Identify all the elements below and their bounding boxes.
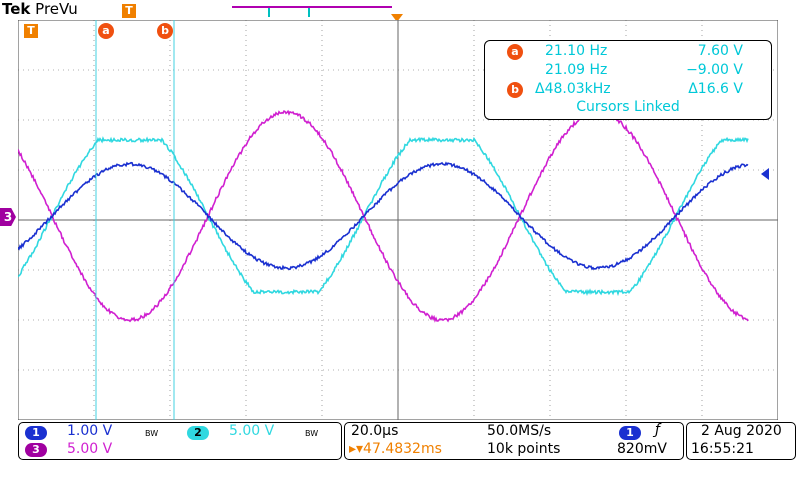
date-label: 2 Aug 2020 [701, 423, 782, 439]
status-bar: 1 1.00 V BW 2 5.00 V BW 3 5.00 V 20.0µs … [0, 420, 800, 480]
delta-volt: Δ16.6 V [688, 81, 743, 97]
channel-1-bw-icon: BW [145, 429, 158, 438]
cursor-b-icon: b [507, 82, 523, 98]
channel-3-scale: 5.00 V [67, 441, 112, 457]
cursor-b-volt: −9.00 V [686, 62, 743, 78]
sample-rate: 50.0MS/s [487, 423, 551, 439]
cursor-a-freq: 21.10 Hz [545, 43, 607, 59]
trigger-level-icon[interactable] [761, 168, 769, 180]
trigger-level: 820mV [617, 441, 667, 457]
record-view-mark [308, 8, 310, 17]
channel-1-badge[interactable]: 1 [25, 426, 47, 440]
record-view-mark [268, 8, 270, 17]
top-bar: Tek PreVu T [0, 0, 800, 22]
mode-label: PreVu [35, 0, 78, 18]
cursor-a-volt: 7.60 V [698, 43, 743, 59]
cursor-b-row: 21.09 Hz −9.00 V [485, 62, 771, 81]
channel-2-bw-icon: BW [305, 429, 318, 438]
trigger-position-icon: T [122, 4, 136, 18]
cursor-a-badge[interactable]: a [98, 23, 114, 39]
clock-panel: 2 Aug 2020 16:55:21 [686, 422, 796, 460]
channel-2-scale: 5.00 V [229, 423, 274, 439]
channel-1-scale: 1.00 V [67, 423, 112, 439]
cursor-b-badge[interactable]: b [157, 23, 173, 39]
record-length: 10k points [487, 441, 560, 457]
horizontal-position: ▸▾47.4832ms [349, 441, 442, 457]
channel-3-badge[interactable]: 3 [25, 443, 47, 457]
time-per-div: 20.0µs [351, 423, 398, 439]
cursor-delta-row: b Δ48.03kHz Δ16.6 V [485, 81, 771, 100]
cursors-linked-label: Cursors Linked [485, 99, 771, 115]
cursor-b-freq: 21.09 Hz [545, 62, 607, 78]
brand-name: Tek [2, 0, 30, 18]
time-label: 16:55:21 [691, 441, 754, 457]
vertical-panel[interactable]: 1 1.00 V BW 2 5.00 V BW 3 5.00 V [18, 422, 342, 460]
brand-label: Tek PreVu [2, 0, 78, 18]
trigger-source-badge[interactable]: 1 [619, 426, 641, 440]
cursor-a-row: a 21.10 Hz 7.60 V [485, 43, 771, 62]
horizontal-panel[interactable]: 20.0µs 50.0MS/s ▸▾47.4832ms 10k points 1… [344, 422, 684, 460]
cursor-readout: a 21.10 Hz 7.60 V 21.09 Hz −9.00 V b Δ48… [484, 40, 772, 120]
record-view-bar [232, 6, 392, 8]
channel-3-ground-marker[interactable]: 3 [0, 208, 16, 226]
cursor-a-icon: a [507, 44, 523, 60]
rising-edge-icon: ƒ [655, 422, 660, 438]
channel-2-badge[interactable]: 2 [187, 426, 209, 440]
delta-freq: Δ48.03kHz [535, 81, 611, 97]
trigger-position-badge: T [24, 24, 38, 38]
